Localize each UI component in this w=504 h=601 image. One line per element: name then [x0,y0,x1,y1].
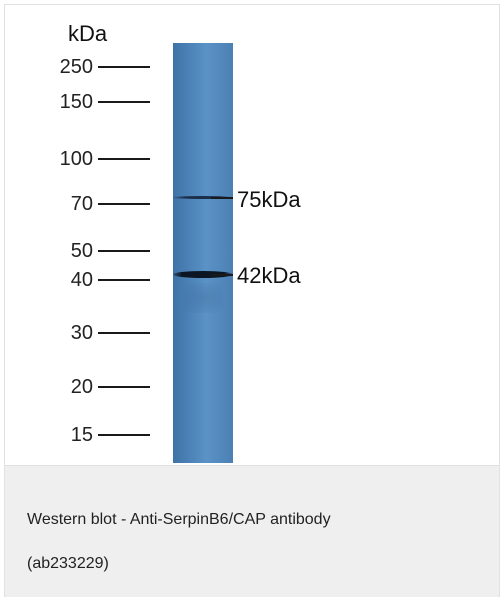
marker-label: 70 [70,193,93,215]
western-blot-image: kDa 250 150 100 70 50 40 30 [5,5,499,465]
marker-250: 250 [10,57,150,77]
marker-label: 100 [59,148,93,170]
marker-tick [98,158,150,160]
marker-label: 150 [59,91,93,113]
marker-label: 40 [70,269,93,291]
marker-tick [98,279,150,281]
band-pointer-42 [211,274,233,276]
band-42kda [173,271,233,278]
band-pointer-75 [211,197,233,199]
marker-tick [98,66,150,68]
marker-tick [98,250,150,252]
marker-tick [98,434,150,436]
marker-label: 30 [70,322,93,344]
unit-label: kDa [68,21,108,46]
band-label-42: 42kDa [237,263,301,288]
marker-label: 20 [70,376,93,398]
marker-tick [98,203,150,205]
figure-caption: Western blot - Anti-SerpinB6/CAP antibod… [27,498,477,586]
marker-70: 70 [10,194,150,214]
marker-20: 20 [10,377,150,397]
marker-tick [98,332,150,334]
sample-lane [173,43,233,463]
marker-150: 150 [10,92,150,112]
marker-50: 50 [10,241,150,261]
marker-label: 50 [70,240,93,262]
marker-label: 250 [59,56,93,78]
figure-card: kDa 250 150 100 70 50 40 30 [4,4,500,597]
caption-line-2: (ab233229) [27,555,109,572]
marker-tick [98,386,150,388]
band-75kda [173,196,233,199]
caption-panel: Western blot - Anti-SerpinB6/CAP antibod… [5,465,499,597]
band-label-75: 75kDa [237,187,301,212]
marker-30: 30 [10,323,150,343]
marker-label: 15 [70,424,93,446]
lane-smear [183,283,223,313]
caption-line-1: Western blot - Anti-SerpinB6/CAP antibod… [27,511,331,528]
marker-15: 15 [10,425,150,445]
marker-40: 40 [10,270,150,290]
marker-100: 100 [10,149,150,169]
marker-tick [98,101,150,103]
